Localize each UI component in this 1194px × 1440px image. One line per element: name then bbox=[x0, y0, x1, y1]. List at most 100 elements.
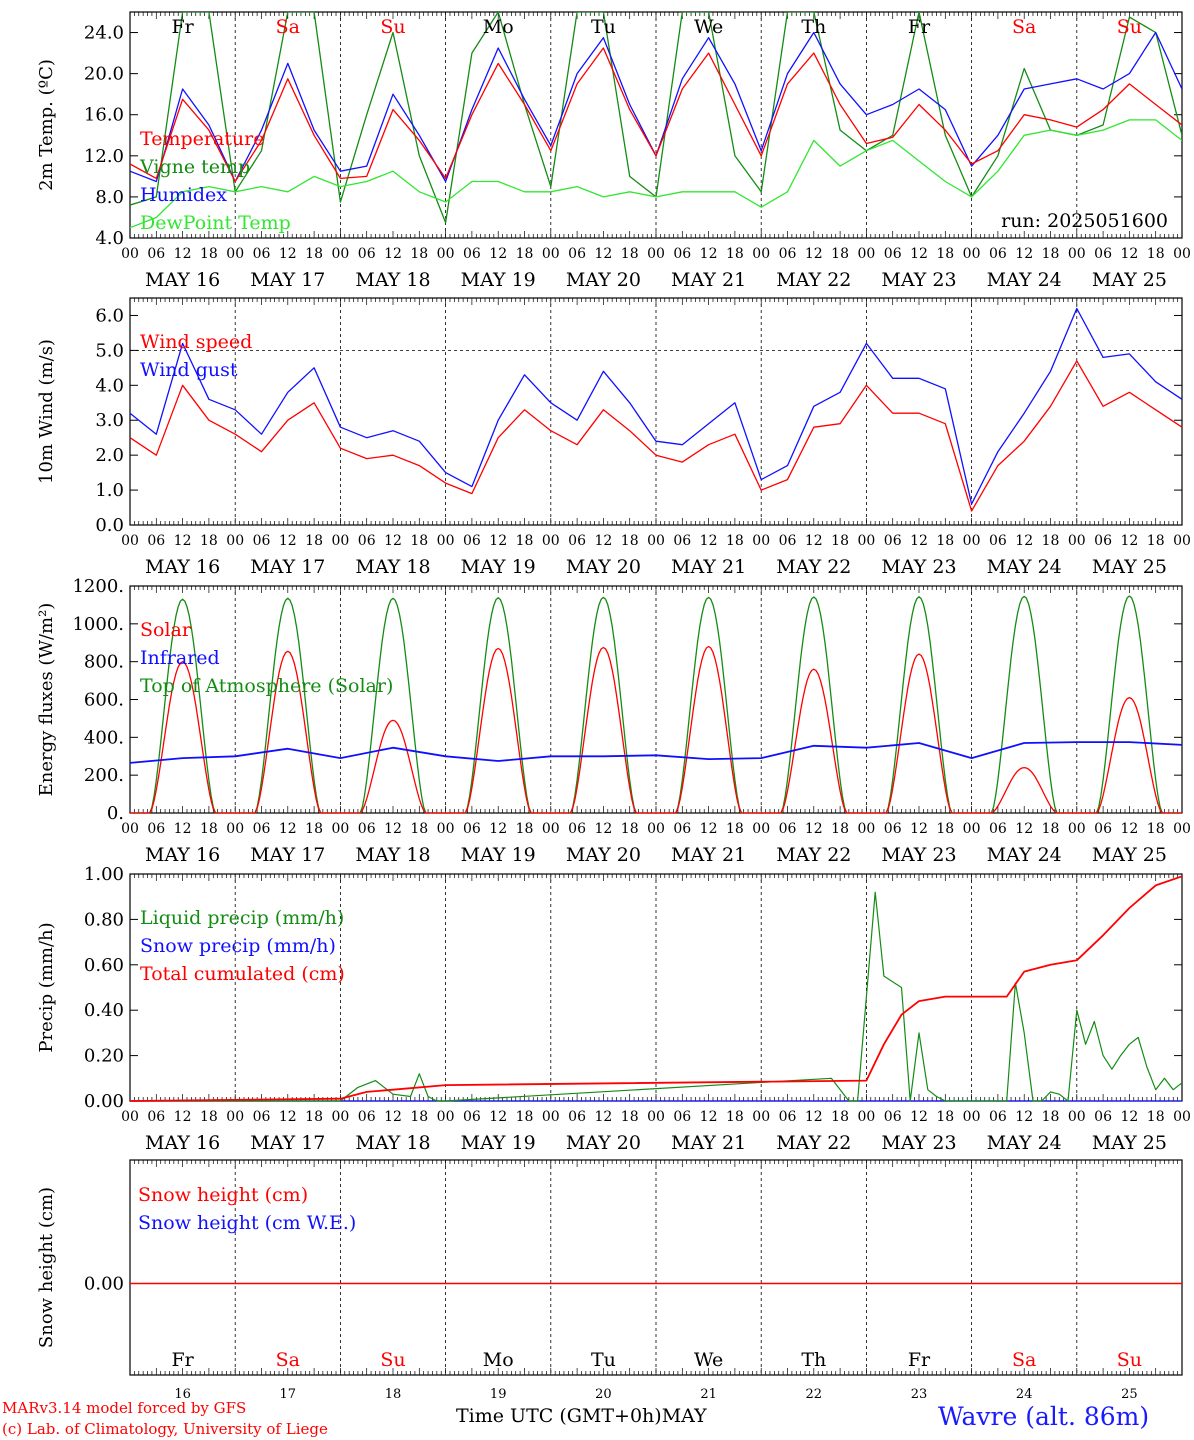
hour-tick-label: 12 bbox=[805, 246, 823, 262]
hour-tick-label: 06 bbox=[568, 533, 586, 549]
time-axis-label: Time UTC (GMT+0h)MAY bbox=[456, 1405, 707, 1427]
hour-tick-label: 18 bbox=[200, 1109, 218, 1125]
date-label: MAY 16 bbox=[145, 269, 220, 291]
weekday-label: Su bbox=[1117, 16, 1142, 38]
weekday-label: Sa bbox=[276, 16, 300, 38]
hour-tick-label: 18 bbox=[410, 533, 428, 549]
date-label: MAY 19 bbox=[461, 1132, 536, 1154]
hour-tick-label: 06 bbox=[463, 533, 481, 549]
hour-tick-label: 12 bbox=[489, 1109, 507, 1125]
hour-tick-label: 18 bbox=[200, 246, 218, 262]
hour-tick-label: 00 bbox=[121, 821, 139, 837]
weekday-label: Fr bbox=[908, 16, 931, 38]
y-axis-label: 10m Wind (m/s) bbox=[36, 339, 57, 484]
hour-tick-label: 12 bbox=[174, 1109, 192, 1125]
hour-tick-label: 06 bbox=[673, 533, 691, 549]
hour-tick-label: 00 bbox=[437, 821, 455, 837]
hour-tick-label: 12 bbox=[1120, 533, 1138, 549]
y-tick-label: 6.0 bbox=[95, 305, 124, 326]
date-label: MAY 17 bbox=[250, 844, 325, 866]
hour-tick-label: 00 bbox=[1068, 1109, 1086, 1125]
hour-tick-label: 00 bbox=[226, 1109, 244, 1125]
weekday-label: Sa bbox=[1012, 16, 1036, 38]
hour-tick-label: 12 bbox=[1120, 246, 1138, 262]
weekday-label: Fr bbox=[908, 1349, 931, 1371]
y-tick-label: 3.0 bbox=[95, 410, 124, 431]
hour-tick-label: 18 bbox=[726, 821, 744, 837]
day-number-label: 23 bbox=[911, 1387, 928, 1402]
date-label: MAY 25 bbox=[1092, 844, 1167, 866]
y-tick-label: 8.0 bbox=[95, 187, 124, 208]
date-label: MAY 21 bbox=[671, 269, 746, 291]
hour-tick-label: 06 bbox=[147, 821, 165, 837]
month-label: MAY bbox=[661, 1405, 707, 1427]
hour-tick-label: 06 bbox=[989, 1109, 1007, 1125]
hour-tick-label: 00 bbox=[226, 246, 244, 262]
y-tick-label: 200. bbox=[84, 765, 124, 786]
y-tick-label: 0.00 bbox=[84, 1274, 124, 1295]
hour-tick-label: 18 bbox=[831, 533, 849, 549]
date-label: MAY 17 bbox=[250, 556, 325, 578]
hour-tick-label: 12 bbox=[805, 533, 823, 549]
hour-tick-label: 18 bbox=[1147, 1109, 1165, 1125]
date-label: MAY 19 bbox=[461, 844, 536, 866]
y-tick-label: 4.0 bbox=[95, 228, 124, 249]
y-tick-label: 24.0 bbox=[84, 23, 124, 44]
hour-tick-label: 00 bbox=[647, 533, 665, 549]
hour-tick-label: 18 bbox=[831, 246, 849, 262]
hour-tick-label: 00 bbox=[1173, 1109, 1191, 1125]
hour-tick-label: 06 bbox=[463, 1109, 481, 1125]
hour-tick-label: 18 bbox=[1147, 821, 1165, 837]
hour-tick-label: 18 bbox=[726, 246, 744, 262]
hour-tick-label: 12 bbox=[700, 246, 718, 262]
date-label: MAY 22 bbox=[776, 844, 851, 866]
hour-tick-label: 06 bbox=[147, 246, 165, 262]
hour-tick-label: 00 bbox=[857, 821, 875, 837]
series-line-wind-speed bbox=[129, 360, 1183, 512]
hour-tick-label: 00 bbox=[542, 246, 560, 262]
hour-tick-label: 06 bbox=[989, 533, 1007, 549]
hour-tick-label: 18 bbox=[726, 1109, 744, 1125]
series-line-temperature bbox=[130, 47, 1182, 183]
hour-tick-label: 12 bbox=[279, 821, 297, 837]
hour-tick-label: 12 bbox=[594, 1109, 612, 1125]
date-label: MAY 16 bbox=[145, 556, 220, 578]
hour-tick-label: 12 bbox=[594, 246, 612, 262]
hour-tick-label: 06 bbox=[884, 821, 902, 837]
hour-tick-label: 00 bbox=[647, 246, 665, 262]
y-tick-label: 0.60 bbox=[84, 955, 124, 976]
hour-tick-label: 00 bbox=[963, 821, 981, 837]
weekday-label: Fr bbox=[171, 1349, 194, 1371]
hour-tick-label: 12 bbox=[1015, 533, 1033, 549]
y-tick-label: 800. bbox=[84, 652, 124, 673]
legend-entry: Liquid precip (mm/h) bbox=[140, 907, 344, 929]
hour-tick-label: 06 bbox=[1094, 1109, 1112, 1125]
y-tick-label: 1000. bbox=[72, 614, 124, 635]
hour-tick-label: 06 bbox=[673, 821, 691, 837]
legend-entry: Snow height (cm W.E.) bbox=[138, 1212, 356, 1234]
hour-tick-label: 00 bbox=[647, 821, 665, 837]
day-number-label: 25 bbox=[1121, 1387, 1138, 1402]
hour-tick-label: 06 bbox=[884, 533, 902, 549]
hour-tick-label: 12 bbox=[594, 533, 612, 549]
hour-tick-label: 12 bbox=[910, 821, 928, 837]
hour-tick-label: 06 bbox=[673, 246, 691, 262]
legend-entry: Snow height (cm) bbox=[138, 1184, 308, 1206]
hour-tick-label: 06 bbox=[1094, 533, 1112, 549]
hour-tick-label: 12 bbox=[489, 246, 507, 262]
weekday-label: Su bbox=[380, 16, 405, 38]
y-tick-label: 20.0 bbox=[84, 64, 124, 85]
day-number-label: 18 bbox=[385, 1387, 402, 1402]
y-tick-label: 16.0 bbox=[84, 105, 124, 126]
hour-tick-label: 18 bbox=[831, 821, 849, 837]
hour-tick-label: 06 bbox=[989, 821, 1007, 837]
hour-tick-label: 18 bbox=[621, 821, 639, 837]
day-number-label: 21 bbox=[700, 1387, 717, 1402]
hour-tick-label: 12 bbox=[384, 533, 402, 549]
date-label: MAY 23 bbox=[881, 844, 956, 866]
hour-tick-label: 06 bbox=[779, 821, 797, 837]
hour-tick-label: 06 bbox=[358, 533, 376, 549]
y-tick-label: 4.0 bbox=[95, 375, 124, 396]
legend-entry: Temperature bbox=[140, 128, 264, 150]
hour-tick-label: 12 bbox=[910, 533, 928, 549]
